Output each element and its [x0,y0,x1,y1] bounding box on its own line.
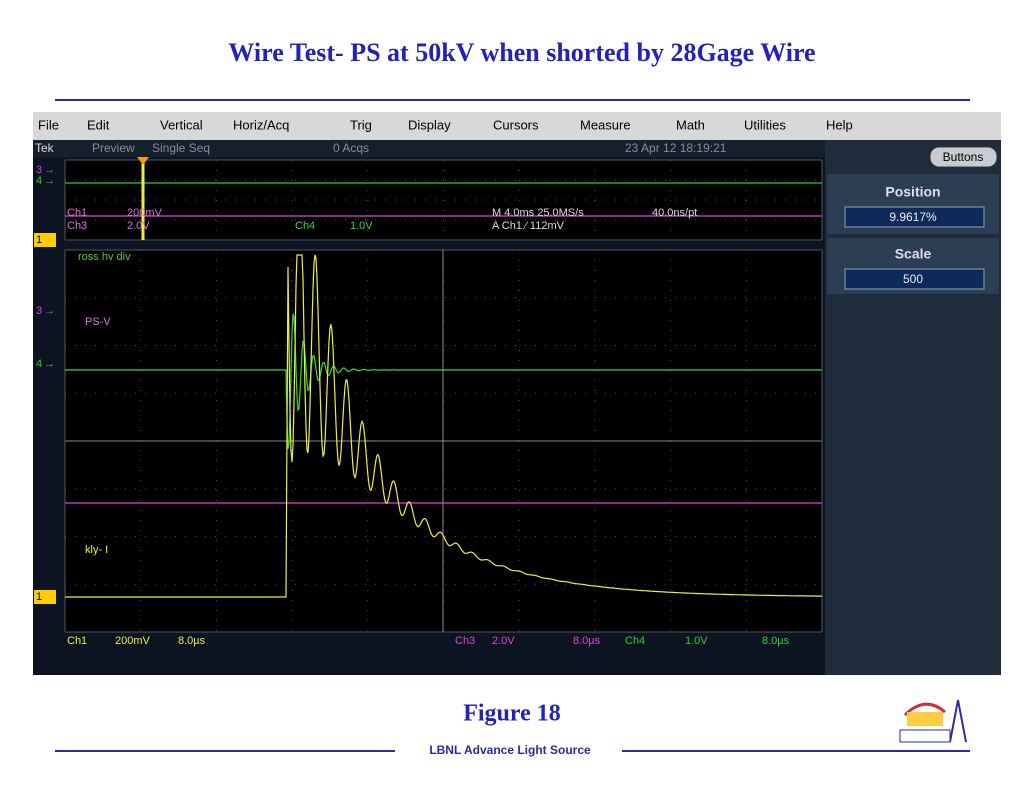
slide-title: Wire Test- PS at 50kV when shorted by 28… [228,38,815,67]
horizontal-readout: M 4.0ms 25.0MS/s [492,207,584,219]
brand: Tek [35,141,55,155]
trace-label-bottom: kly- I [85,544,108,556]
scale-label: Scale [895,246,932,262]
position-label: Position [885,184,940,200]
mode: Preview [92,141,135,155]
acqs: 0 Acqs [333,141,369,155]
marker-arrow: → [44,164,55,176]
timestamp: 23 Apr 12 18:19:21 [625,141,727,155]
bottom-readout: 8.0µs [178,635,206,647]
main-marker: 1 [36,591,42,603]
status-bar [33,140,825,157]
menu-item[interactable]: Cursors [493,117,539,132]
marker-arrow: → [44,358,55,370]
ch4-readout: Ch4 [295,220,315,232]
marker-box [34,233,56,247]
menu-item[interactable]: Horiz/Acq [233,117,289,132]
menu-item[interactable]: Measure [580,117,631,132]
ch4-scale: 1.0V [350,220,373,232]
channel-markers: 3→4→→3→4→→11 [34,164,56,604]
position-field[interactable] [844,206,985,228]
lbnl-logo [899,699,967,743]
trace-label-middle: PS-V [85,316,111,328]
caption: Figure 18 [463,701,561,727]
footer: LBNL Advance Light Source [429,743,591,757]
ch1-scale: 200mV [127,207,163,219]
buttons-button[interactable] [929,146,998,168]
graticule [64,159,823,633]
waveforms [65,157,822,598]
ch1-readout: Ch1 [67,207,87,219]
menu-item[interactable]: Help [826,117,853,132]
ch3-readout: Ch3 [67,220,87,232]
ch3-scale: 2.0V [127,220,150,232]
top-marker: 3 [36,164,42,176]
bottom-readout: 8.0µs [573,635,601,647]
main-marker: 3 [36,305,42,317]
bottom-readout: 8.0µs [762,635,790,647]
bottom-readout: Ch4 [625,635,645,647]
menu-item[interactable]: Edit [87,117,110,132]
sample-readout: 40.0ns/pt [652,207,697,219]
bottom-readout: 200mV [115,635,151,647]
trace-label-top: ross hv div [78,251,131,263]
top-marker: 4 [36,175,42,187]
acq-mode: Single Seq [152,141,210,155]
marker-arrow: → [44,305,55,317]
bottom-readout: 1.0V [685,635,708,647]
ch1-trace [65,254,822,598]
menu-item[interactable]: Math [676,117,705,132]
bottom-readout: Ch1 [67,635,87,647]
bottom-readout: Ch3 [455,635,475,647]
marker-box [34,590,56,604]
position-value: 9.9617% [889,210,937,224]
main-marker: 4 [36,358,42,370]
scale-field[interactable] [844,268,985,290]
menu-item[interactable]: Utilities [744,117,786,132]
ch4-trace [65,313,822,450]
marker-arrow: → [44,175,55,187]
menu-item[interactable]: Vertical [160,117,203,132]
menu-item[interactable]: File [38,117,59,132]
bottom-bar: Ch1 200mV 8.0µs Ch3 2.0V 8.0µs Ch4 1.0V 8.0µs [67,635,790,647]
menu-item[interactable]: Display [408,117,451,132]
trigger-readout: A Ch1 ⁄ 112mV [492,220,565,232]
menu-item[interactable]: Trig [350,117,372,132]
menu: File Edit Vertical Horiz/Acq Trig Display Curs… [38,117,853,132]
buttons-label[interactable]: Buttons [943,150,984,164]
trigger-marker [137,157,149,165]
bottom-readout: 2.0V [492,635,515,647]
top-marker: 1 [36,234,42,246]
scale-value: 500 [903,272,923,286]
menu-bar [33,112,1001,140]
